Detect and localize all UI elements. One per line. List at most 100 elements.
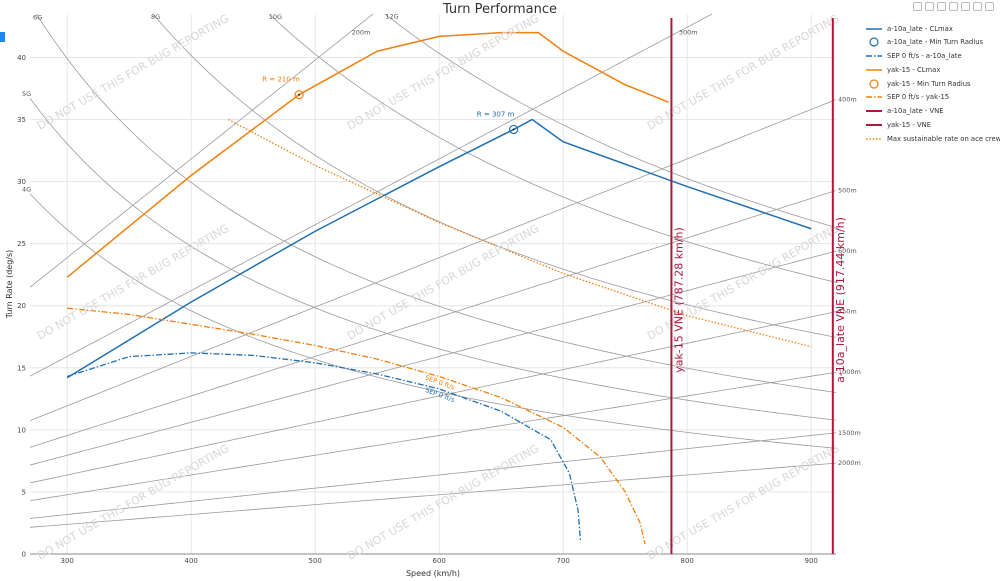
g-load-line [268, 14, 836, 283]
g-load-label: 12G [385, 12, 398, 20]
radius-label: 1000m [838, 368, 861, 376]
x-tick-label: 600 [433, 557, 446, 565]
watermark: DO NOT USE THIS FOR BUG REPORTING [345, 442, 541, 563]
radius-label: 1500m [838, 429, 861, 437]
min-radius-marker [294, 90, 304, 100]
radius-line [30, 190, 836, 448]
radius-label: 300m [679, 29, 698, 37]
x-tick-label: 800 [681, 557, 694, 565]
legend-marker [869, 79, 879, 89]
y-tick-label: 10 [17, 426, 26, 434]
legend-label: a-10a_late - CLmax [887, 24, 953, 33]
g-load-label: 10G [269, 13, 282, 21]
side-tab[interactable] [0, 32, 5, 42]
y-tick-label: 40 [17, 54, 26, 62]
legend-label: yak-15 - Min Turn Radius [887, 79, 971, 88]
pan-icon[interactable] [937, 2, 946, 11]
legend-item[interactable]: a-10a_late - Min Turn Radius [865, 36, 1000, 49]
radius-line [30, 250, 836, 466]
radius-line [30, 14, 713, 377]
legend-swatch [866, 96, 882, 99]
vne-label: yak-15 VNE (787.28 km/h) [672, 227, 685, 373]
g-load-line [35, 14, 836, 393]
g-load-label: 5G [22, 90, 31, 98]
series-line[interactable] [67, 307, 646, 545]
zoom-in-icon[interactable] [949, 2, 958, 11]
y-tick-label: 35 [17, 116, 26, 124]
legend-label: a-10a_late - Min Turn Radius [887, 38, 984, 47]
modebar[interactable] [913, 2, 994, 12]
legend-swatch [869, 37, 879, 47]
legend-item[interactable]: Max sustainable rate on ace crew (7.5G) [865, 132, 1000, 145]
legend-item[interactable]: SEP 0 ft/s - a-10a_late [865, 50, 1000, 63]
radius-line [30, 14, 374, 288]
chart-title: Turn Performance [442, 2, 558, 17]
x-axis-title: Speed (km/h) [406, 569, 460, 578]
watermark: DO NOT USE THIS FOR BUG REPORTING [645, 12, 841, 133]
legend-item[interactable]: yak-15 - VNE [865, 119, 1000, 132]
g-load-line [30, 193, 836, 449]
y-axis-title: Turn Rate (deg/s) [5, 250, 14, 320]
legend-swatch [866, 110, 882, 113]
radius-line [30, 432, 836, 519]
g-load-label: 6G [33, 13, 42, 21]
vne-label: a-10a_late VNE (917.44 km/h) [834, 217, 847, 383]
camera-icon[interactable] [913, 2, 922, 11]
radius-label: 750m [838, 308, 857, 316]
zoom-out-icon[interactable] [961, 2, 970, 11]
x-tick-label: 500 [309, 557, 322, 565]
radius-label: 600m [838, 247, 857, 255]
legend-label: SEP 0 ft/s - a-10a_late [887, 52, 962, 61]
watermark: DO NOT USE THIS FOR BUG REPORTING [35, 12, 231, 133]
legend-label: Max sustainable rate on ace crew (7.5G) [887, 134, 1000, 143]
legend-item[interactable]: yak-15 - CLmax [865, 63, 1000, 76]
radius-line [30, 311, 836, 484]
legend: a-10a_late - CLmax a-10a_late - Min Turn … [865, 22, 1000, 146]
y-tick-label: 20 [17, 302, 26, 310]
y-tick-label: 0 [22, 551, 26, 559]
watermark: DO NOT USE THIS FOR BUG REPORTING [645, 442, 841, 563]
x-tick-label: 700 [557, 557, 570, 565]
legend-swatch [866, 55, 882, 57]
y-tick-label: 25 [17, 240, 26, 248]
legend-swatch [869, 79, 879, 89]
legend-label: yak-15 - VNE [887, 121, 932, 130]
legend-marker [869, 37, 879, 47]
legend-label: a-10a_late - VNE [887, 107, 944, 116]
series-line[interactable] [66, 31, 669, 278]
legend-item[interactable]: SEP 0 ft/s - yak-15 [865, 91, 1000, 104]
legend-swatch [866, 69, 882, 71]
min-radius-dot [512, 128, 515, 131]
y-tick-label: 15 [17, 364, 26, 372]
g-load-label: 4G [22, 186, 31, 194]
series-line[interactable] [228, 118, 812, 348]
legend-item[interactable]: a-10a_late - VNE [865, 105, 1000, 118]
reset-axes-icon[interactable] [985, 2, 994, 11]
legend-swatch [866, 124, 882, 127]
legend-swatch [866, 27, 882, 30]
radius-label: 200m [352, 29, 371, 37]
legend-swatch [866, 138, 882, 140]
legend-label: SEP 0 ft/s - yak-15 [887, 93, 950, 102]
min-radius-label: R = 210 m [262, 76, 300, 84]
watermark: DO NOT USE THIS FOR BUG REPORTING [345, 222, 541, 343]
legend-item[interactable]: a-10a_late - CLmax [865, 22, 1000, 35]
plot-area [30, 14, 836, 545]
zoom-icon[interactable] [925, 2, 934, 11]
g-load-line [30, 97, 836, 421]
autoscale-icon[interactable] [973, 2, 982, 11]
x-tick-label: 900 [805, 557, 818, 565]
radius-label: 400m [838, 96, 857, 104]
legend-label: yak-15 - CLmax [887, 65, 941, 74]
g-load-label: 8G [151, 13, 160, 21]
min-radius-dot [298, 93, 301, 96]
min-radius-marker [508, 124, 519, 135]
radius-label: 2000m [838, 459, 861, 467]
radius-label: 500m [838, 186, 857, 194]
legend-item[interactable]: yak-15 - Min Turn Radius [865, 77, 1000, 90]
watermark: DO NOT USE THIS FOR BUG REPORTING [35, 442, 231, 563]
series-line[interactable] [67, 352, 582, 542]
radius-line [30, 462, 836, 528]
watermark: DO NOT USE THIS FOR BUG REPORTING [35, 222, 231, 343]
